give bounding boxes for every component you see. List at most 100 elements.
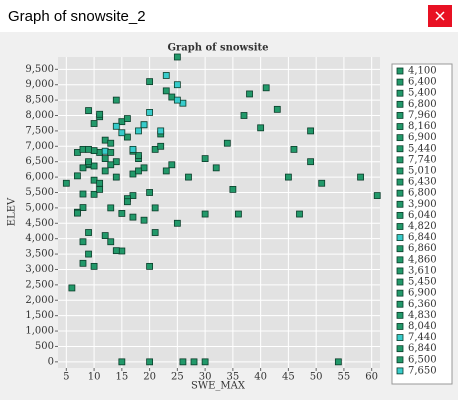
legend-label: 5,400 [408,88,437,99]
point [162,167,170,175]
y-tick-label: 6,500 [25,156,54,167]
point [140,216,148,224]
point [112,173,120,181]
point [90,176,98,184]
point [101,167,109,175]
point [90,120,98,127]
legend-swatch [396,345,404,353]
point [107,149,115,156]
legend-label: 3,900 [408,199,437,210]
legend-label: 6,840 [408,232,437,243]
point [118,358,126,366]
plot-area [58,57,380,368]
point [74,172,81,180]
point [290,145,298,153]
chart-title: Graph of snowsite [167,43,268,54]
legend-swatch [396,278,404,286]
point [85,250,92,258]
legend-swatch [396,267,404,275]
point [151,229,159,236]
point [123,115,131,122]
x-tick-label: 20 [143,372,156,383]
x-tick-label: 25 [171,372,184,383]
x-tick-label: 30 [199,372,212,383]
point [129,213,137,221]
legend-label: 8,040 [408,321,437,332]
legend-swatch [396,234,404,242]
point [146,78,154,86]
point [307,158,315,166]
point [318,179,326,187]
point [129,170,137,178]
point [74,209,81,217]
point [157,127,165,135]
point [273,105,281,113]
y-tick-label: 1,500 [25,310,54,321]
point [129,145,137,153]
legend-swatch [396,100,404,108]
point [90,147,98,155]
x-tick-label: 55 [338,372,351,383]
y-tick-label: 3,000 [25,264,54,275]
y-tick-label: 2,500 [25,279,54,290]
point [284,173,292,181]
legend-swatch [396,223,404,230]
x-tick-label: 35 [227,372,240,383]
legend-swatch [396,289,404,297]
legend-label: 6,040 [408,210,437,221]
point [123,198,131,206]
point [79,238,87,246]
point [151,204,159,212]
legend-label: 6,860 [408,243,437,254]
x-tick-label: 15 [115,372,128,383]
point [140,121,148,129]
legend-swatch [396,67,404,75]
point [162,87,170,95]
legend-label: 8,160 [408,121,437,132]
y-tick-label: 6,000 [25,172,54,183]
point [157,142,165,150]
x-tick-label: 40 [254,372,267,383]
legend-label: 6,500 [408,354,437,365]
point [112,247,120,255]
point [96,186,104,193]
legend-swatch [396,123,404,130]
legend-swatch [396,89,404,97]
y-tick-label: 8,000 [25,110,54,121]
point [173,81,181,89]
legend-label: 4,860 [408,254,437,265]
y-tick-label: 500 [35,341,54,352]
point [101,136,109,144]
point [168,93,176,101]
point [235,210,242,218]
legend-label: 6,900 [408,288,437,299]
point [190,358,198,366]
x-tick-label: 10 [88,372,101,383]
y-tick-label: 4,000 [25,233,54,244]
point [146,189,154,196]
point [118,247,126,255]
point [85,158,92,166]
point [357,173,364,181]
point [96,149,104,156]
legend-label: 6,900 [408,132,437,143]
legend-label: 4,820 [408,221,437,232]
point [201,358,209,366]
point [173,96,181,104]
legend-swatch [396,367,404,375]
point [185,173,192,181]
y-tick-label: 5,500 [25,187,54,198]
point [118,210,126,217]
point [96,110,104,118]
x-tick-label: 50 [310,372,323,383]
point [90,162,98,170]
legend-swatch [396,311,404,319]
point [118,129,126,137]
y-tick-label: 9,000 [25,79,54,90]
point [307,127,315,135]
point [168,161,176,169]
legend-label: 7,960 [408,110,437,121]
legend-swatch [396,178,404,186]
legend-swatch [396,211,404,219]
